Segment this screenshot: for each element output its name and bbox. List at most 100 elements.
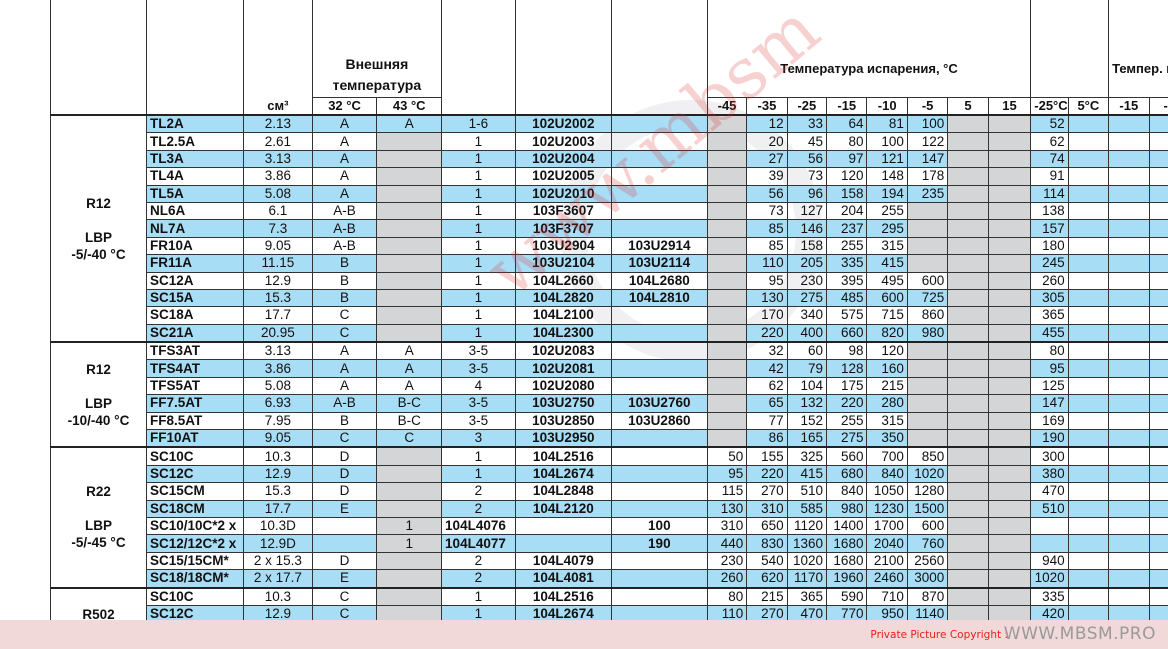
cap-m25-cell: 152 [786, 411, 828, 431]
part-number-alt-cell: 103U2914 [610, 236, 708, 256]
displacement-cell: 3.13 [243, 341, 313, 361]
cap-m35-cell: 220 [746, 323, 788, 343]
header-evap-col: -35 [746, 97, 788, 116]
displacement-cell: 2.13 [243, 114, 313, 134]
evap2-cell [1108, 271, 1150, 290]
table-row: SC18CM 17.7 E 2 104L2120 130 310 585 980 1230 1500… [51, 499, 1168, 518]
cap-m35-cell: 620 [746, 569, 788, 589]
cap-m10-cell: 215 [866, 376, 908, 396]
ext-43c-cell [376, 254, 443, 273]
group-label-line: LBP [85, 518, 112, 534]
table-row: NL6A 6.1 A-B 1 103F3607 73 127 204 255 138 [51, 201, 1168, 221]
evap2-cell [1148, 114, 1168, 134]
group-label-line: LBP [85, 395, 112, 411]
cap-5-cell [947, 184, 989, 203]
cap-5-cell [947, 604, 989, 624]
model-cell: FF8.5AT [146, 411, 244, 431]
cap-m25c-cell: 147 [1030, 394, 1069, 413]
cap-m15-cell: 1680 [826, 551, 868, 571]
col-cell: 3-5 [441, 394, 516, 413]
cap-m45-cell [706, 306, 748, 325]
displacement-cell: 9.05 [243, 236, 313, 256]
displacement-cell: 12.9 [243, 271, 313, 290]
cap-m15-cell: 255 [826, 411, 868, 431]
cap-m15-cell: 680 [826, 464, 868, 484]
cap-5-cell [947, 254, 989, 273]
displacement-cell: 7.95 [243, 411, 313, 431]
cap-m15-cell: 98 [826, 341, 868, 361]
cap-m35-cell: 86 [746, 429, 788, 448]
cap-m5-cell: 980 [906, 323, 949, 343]
copyright-site: WWW.MBSM.PRO [1003, 624, 1156, 644]
ext-32c-cell: D [311, 464, 378, 484]
header-evap-temp-2: Темпер. ис [1108, 0, 1168, 98]
cap-m45-cell: 110 [706, 604, 748, 624]
cap-5-cell [947, 306, 989, 325]
cap-15-cell [987, 464, 1032, 484]
cap-m10-cell: 350 [866, 429, 908, 448]
ext-43c-cell [376, 219, 443, 238]
header-evap-col: -45 [706, 97, 748, 116]
cap-m25-cell: 56 [786, 149, 828, 169]
col-cell: 1 [441, 167, 516, 186]
refrigerant-group-label: R22 LBP -5/-45 °C [50, 446, 147, 589]
part-number-cell: 104L2516 [514, 586, 612, 606]
col-cell: 1 [441, 254, 516, 273]
cap-m5-cell [906, 201, 949, 221]
cap-m15-cell: 275 [826, 429, 868, 448]
cap-15-cell [987, 516, 1032, 536]
cap-15-cell [987, 114, 1032, 134]
ext-32c-cell: D [311, 551, 378, 571]
cap-m25c-cell: 125 [1030, 376, 1069, 396]
evap2-cell [1148, 201, 1168, 221]
cap-m15-cell: 575 [826, 306, 868, 325]
cap-m35-cell: 830 [746, 534, 788, 553]
cap-m35-cell: 27 [746, 149, 788, 169]
table-row: TL4A 3.86 A 1 102U2005 39 73 120 148 178 91 [51, 167, 1168, 186]
cap-m10-cell: 2040 [866, 534, 908, 553]
ext-43c-cell [376, 184, 443, 203]
ext-32c-cell: E [311, 499, 378, 518]
group-label-line: R22 [86, 484, 111, 500]
part-number-alt-cell: 104L2810 [610, 288, 708, 308]
evap2-cell [1108, 464, 1150, 484]
ext-32c-cell [311, 534, 378, 553]
cap-m15-cell: 120 [826, 167, 868, 186]
cap-5c-cell [1067, 429, 1110, 448]
col-cell: 2 [441, 499, 516, 518]
evap2-cell [1108, 359, 1150, 378]
cap-5-cell [947, 429, 989, 448]
cap-15-cell [987, 271, 1032, 290]
model-cell: NL7A [146, 219, 244, 238]
table-row: TL3A 3.13 A 1 102U2004 27 56 97 121 147 74 [51, 149, 1168, 169]
model-cell: TL2.5A [146, 132, 244, 151]
table-row: FF7.5AT 6.93 A-B B-C 3-5 103U2750 103U2760 65 13… [51, 394, 1168, 413]
table-row: R12 LBP -5/-40 °C TL2A 2.13 A A 1-6 102U2002 12 33… [50, 113, 1168, 343]
model-cell: TFS5AT [146, 376, 244, 396]
ext-43c-cell [376, 464, 443, 484]
cap-5c-cell [1067, 288, 1110, 308]
ext-43c-cell [376, 586, 443, 606]
col-cell: 3 [441, 429, 516, 448]
model-cell: SC12C [146, 604, 244, 624]
displacement-cell: 3.86 [243, 167, 313, 186]
cap-m35-cell: 12 [746, 114, 788, 134]
cap-m25c-cell: 380 [1030, 464, 1069, 484]
table-row: SC10/10C*2 x 10.3D 1 104L4076 100 310 650 1120 1… [51, 516, 1168, 536]
evap2-cell [1108, 376, 1150, 396]
cap-15-cell [987, 236, 1032, 256]
header-evap-col: -5 [906, 97, 949, 116]
header-displacement: см³ [243, 0, 313, 116]
cap-m25-cell: 60 [786, 341, 828, 361]
col-cell: 1-6 [441, 114, 516, 134]
evap2-cell [1148, 149, 1168, 169]
evap2-cell [1108, 132, 1150, 151]
cap-5c-cell [1067, 359, 1110, 378]
model-cell: FR11A [146, 254, 244, 273]
cap-m25-cell: 158 [786, 236, 828, 256]
part-number-cell: 102U2003 [514, 132, 612, 151]
cap-5c-cell [1067, 167, 1110, 186]
evap2-cell [1148, 341, 1168, 361]
cap-m45-cell [706, 149, 748, 169]
ext-43c-cell: C [376, 429, 443, 448]
